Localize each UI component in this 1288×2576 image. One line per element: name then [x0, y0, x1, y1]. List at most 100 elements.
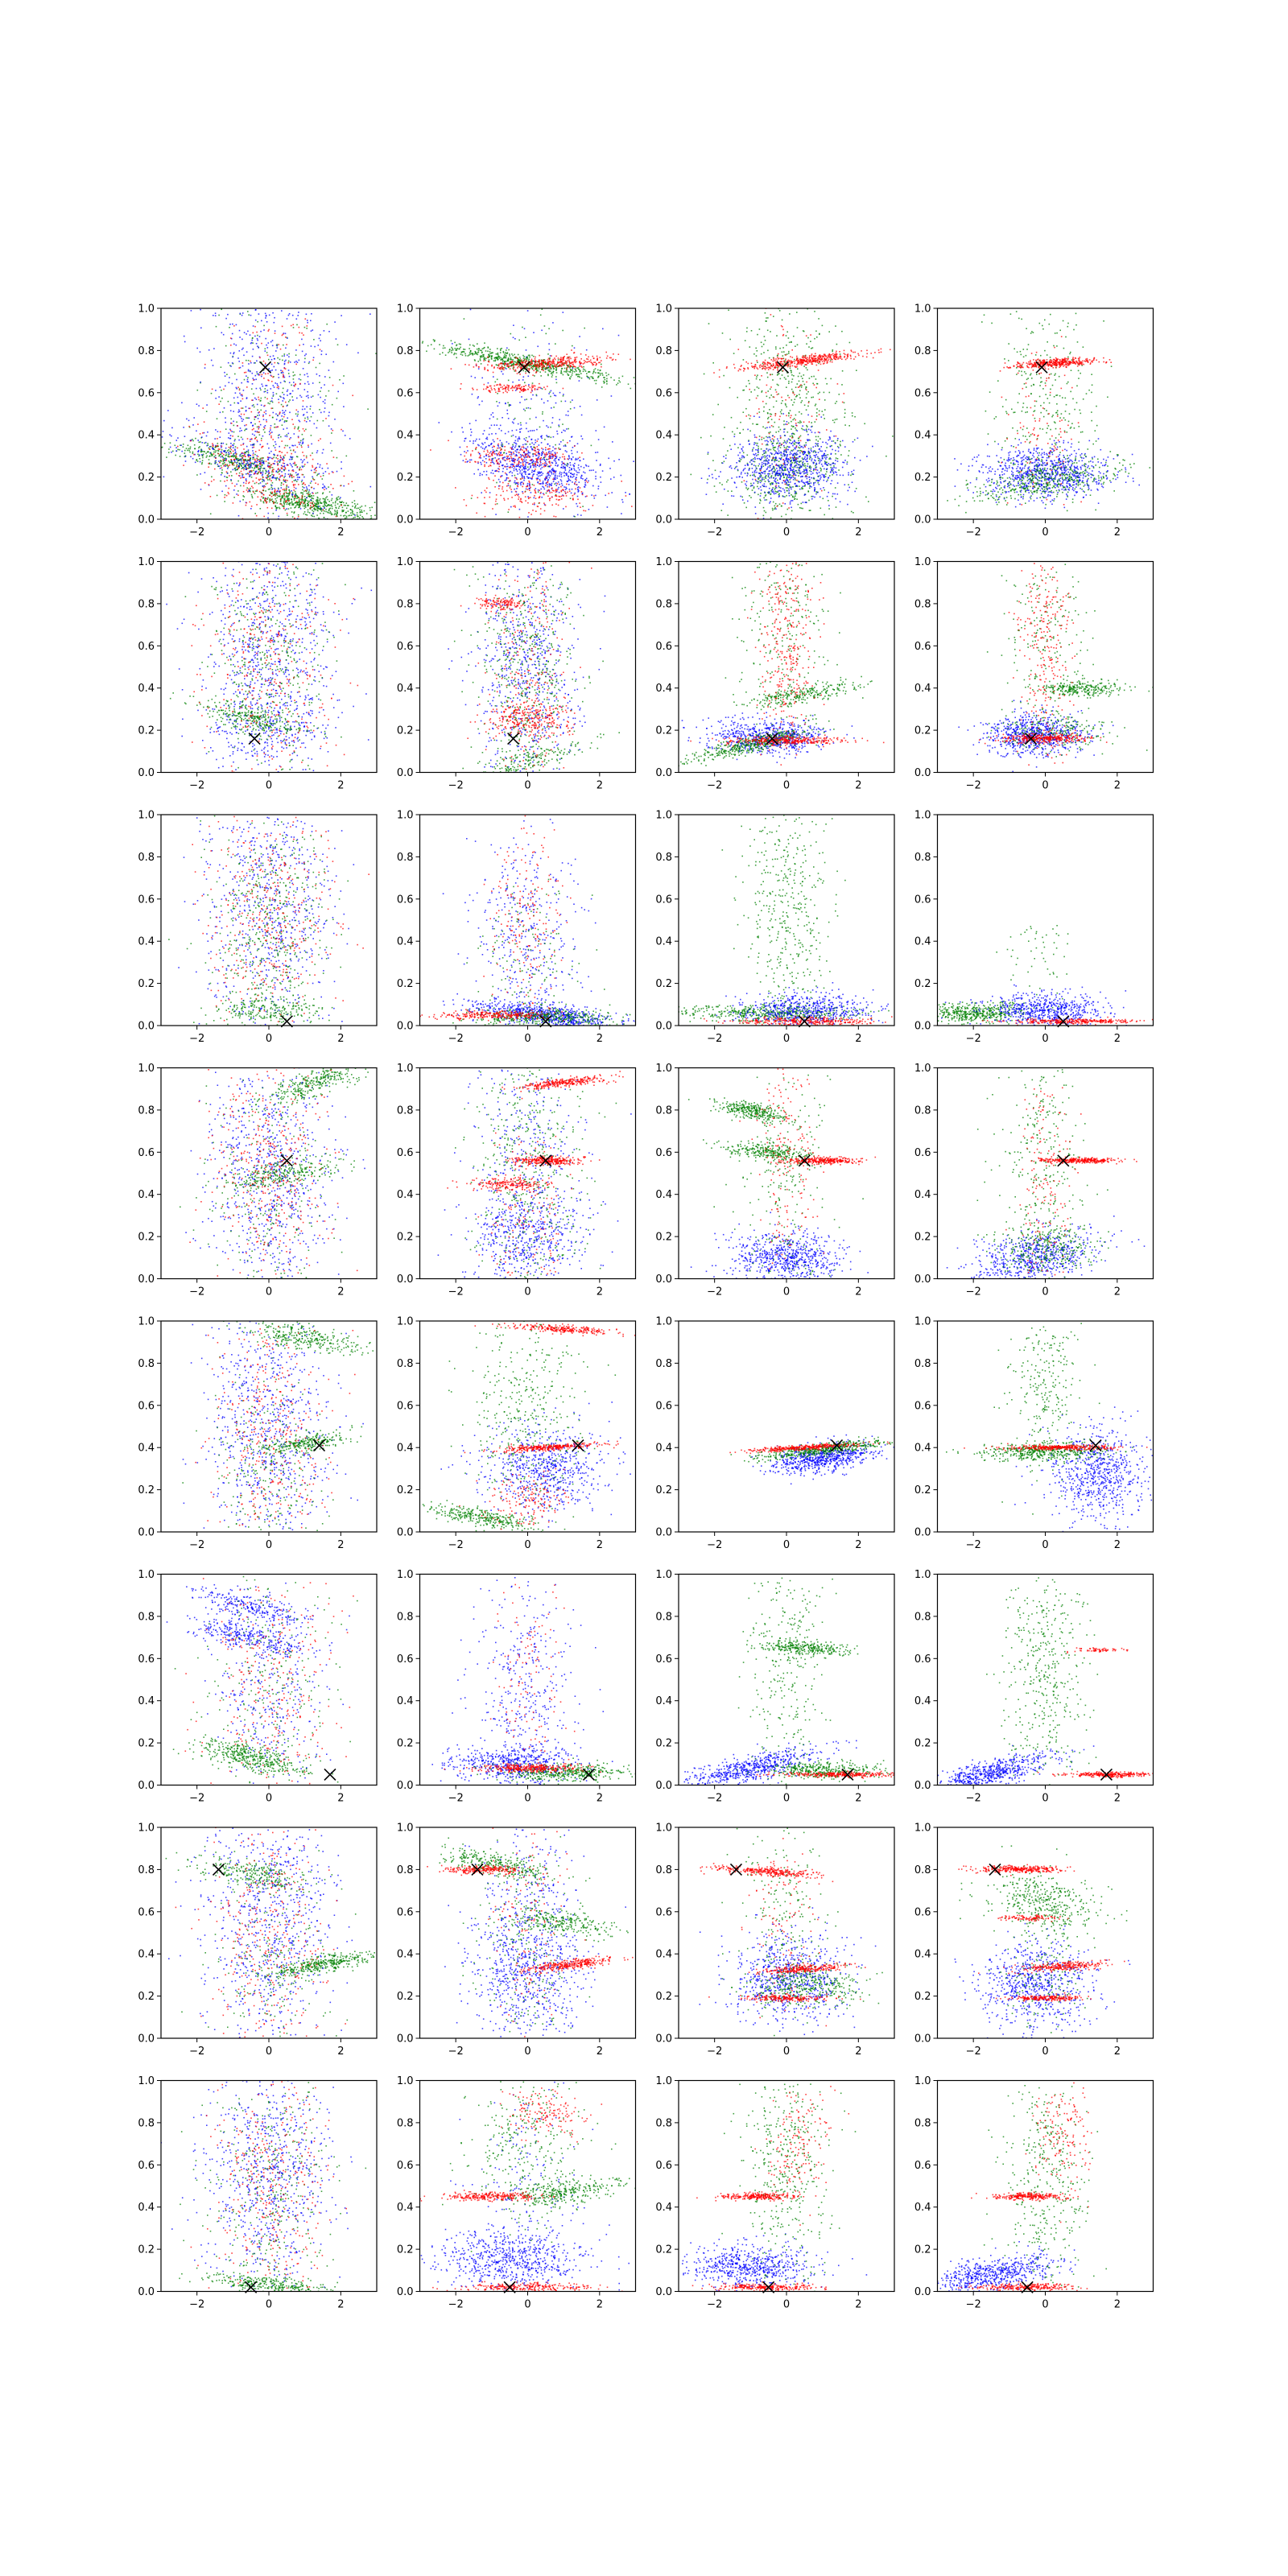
scatter-point — [507, 379, 510, 382]
scatter-point — [555, 364, 557, 365]
scatter-point — [345, 515, 348, 518]
scatter-point — [223, 407, 225, 409]
scatter-point — [261, 375, 262, 378]
scatter-point — [252, 399, 254, 401]
scatter-point — [247, 417, 249, 419]
scatter-point — [282, 496, 283, 497]
scatter-point — [269, 501, 270, 503]
scatter-point — [325, 497, 327, 499]
scatter-point — [559, 483, 560, 485]
scatter-point — [530, 430, 531, 431]
scatter-point — [316, 452, 318, 454]
scatter-point — [301, 479, 303, 481]
scatter-point — [528, 369, 530, 371]
scatter-point — [342, 502, 345, 504]
scatter-point — [331, 494, 333, 496]
scatter-point — [267, 517, 269, 519]
scatter-point — [548, 486, 551, 488]
scatter-point — [555, 495, 556, 497]
scatter-point — [267, 402, 269, 404]
scatter-point — [254, 378, 255, 381]
scatter-point — [332, 502, 334, 504]
scatter-point — [548, 358, 551, 361]
scatter-point — [253, 446, 255, 448]
scatter-point — [559, 419, 560, 421]
scatter-point — [323, 506, 325, 507]
scatter-point — [519, 453, 522, 456]
scatter-point — [227, 491, 229, 493]
scatter-point — [324, 503, 325, 506]
scatter-point — [180, 444, 182, 446]
scatter-point — [345, 517, 348, 518]
scatter-point — [580, 377, 583, 379]
scatter-point — [556, 489, 558, 492]
scatter-point — [218, 396, 220, 398]
scatter-point — [295, 506, 296, 508]
scatter-point — [497, 367, 499, 369]
scatter-point — [283, 505, 285, 507]
scatter-point — [281, 415, 283, 417]
scatter-point — [220, 400, 221, 402]
scatter-point — [551, 504, 553, 506]
scatter-point — [254, 397, 256, 399]
scatter-point — [171, 427, 173, 429]
scatter-point — [294, 461, 295, 464]
scatter-point — [258, 459, 260, 460]
scatter-point — [265, 373, 266, 375]
scatter-point — [321, 452, 324, 454]
scatter-point — [260, 397, 262, 399]
scatter-point — [251, 405, 254, 407]
scatter-point — [432, 339, 435, 341]
scatter-point — [527, 452, 530, 454]
scatter-point — [530, 466, 531, 468]
scatter-point — [500, 384, 502, 386]
scatter-point — [531, 448, 534, 450]
scatter-point — [233, 497, 235, 498]
scatter-point — [316, 507, 318, 510]
scatter-point — [562, 453, 564, 456]
scatter-point — [221, 308, 222, 311]
scatter-point — [608, 493, 609, 494]
scatter-point — [502, 445, 504, 447]
scatter-point — [551, 482, 553, 485]
scatter-point — [276, 493, 278, 494]
scatter-point — [535, 439, 536, 441]
scatter-point — [507, 386, 510, 387]
scatter-point — [541, 437, 543, 440]
scatter-point — [621, 498, 623, 501]
scatter-point — [188, 449, 190, 452]
scatter-point — [224, 497, 225, 498]
scatter-point — [555, 490, 558, 493]
scatter-point — [343, 510, 345, 511]
scatter-point — [504, 361, 506, 363]
scatter-point — [592, 364, 594, 366]
scatter-point — [353, 517, 355, 518]
scatter-point — [266, 352, 268, 353]
scatter-point — [597, 369, 599, 371]
scatter-point — [281, 334, 283, 336]
scatter-point — [255, 398, 258, 400]
scatter-point — [489, 390, 490, 393]
scatter-point — [303, 500, 305, 502]
scatter-point — [317, 506, 320, 508]
scatter-point — [530, 388, 533, 390]
scatter-point — [336, 456, 338, 459]
scatter-point — [250, 342, 252, 345]
scatter-point — [514, 338, 516, 340]
scatter-point — [542, 450, 543, 452]
scatter-point — [526, 485, 528, 488]
scatter-point — [316, 496, 319, 498]
scatter-point — [277, 464, 279, 465]
scatter-point — [247, 311, 249, 312]
scatter-point — [605, 380, 608, 382]
scatter-point — [516, 470, 518, 473]
scatter-point — [485, 359, 486, 361]
scatter-point — [602, 380, 605, 382]
scatter-point — [324, 505, 326, 506]
scatter-point — [286, 496, 288, 498]
scatter-point — [546, 365, 548, 367]
scatter-point — [510, 467, 511, 469]
scatter-point — [538, 359, 540, 361]
scatter-point — [248, 488, 250, 490]
scatter-point — [297, 473, 299, 476]
